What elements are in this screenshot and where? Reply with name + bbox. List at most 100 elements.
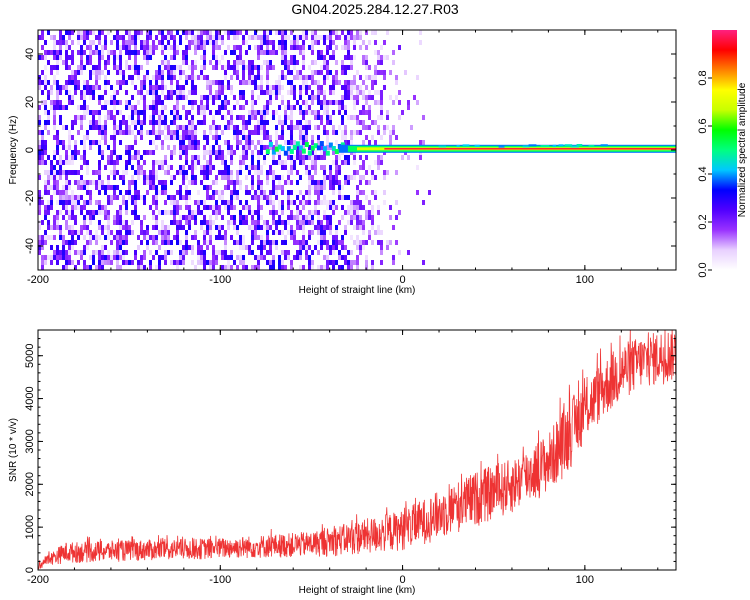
snr-x-axis-label: Height of straight line (km) [299,585,416,596]
heatmap-cell [305,155,308,160]
heatmap-cell [212,250,215,255]
heatmap-cell [212,205,215,210]
heatmap-cell [308,185,311,190]
heatmap-cell [92,95,95,100]
heatmap-cell [170,80,173,85]
heatmap-cell [383,55,386,60]
heatmap-cell [257,95,260,100]
heatmap-cell [206,135,209,140]
heatmap-cell [350,90,353,95]
heatmap-cell [239,90,242,95]
heatmap-cell [302,195,305,200]
heatmap-cell [38,210,41,215]
heatmap-cell [203,95,206,100]
heatmap-cell [116,195,119,200]
ridge-blob [271,149,276,155]
heatmap-cell [317,40,320,45]
heatmap-cell [293,230,296,235]
heatmap-cell [341,265,344,270]
heatmap-cell [104,140,107,145]
heatmap-cell [74,240,77,245]
heatmap-cell [86,200,89,205]
heatmap-cell [128,105,131,110]
heatmap-cell [134,215,137,220]
heatmap-cell [299,95,302,100]
heatmap-cell [68,100,71,105]
heatmap-cell [218,195,221,200]
heatmap-cell [218,125,221,130]
heatmap-cell [365,45,368,50]
heatmap-cell [170,250,173,255]
heatmap-cell [251,160,254,165]
heatmap-cell [215,130,218,135]
heatmap-cell [122,200,125,205]
heatmap-cell [212,135,215,140]
heatmap-cell [296,35,299,40]
heatmap-cell [203,235,206,240]
heatmap-cell [215,95,218,100]
heatmap-cell [122,70,125,75]
heatmap-cell [182,175,185,180]
heatmap-cell [368,95,371,100]
y-tick-label: 3000 [24,429,36,453]
heatmap-cell [149,235,152,240]
heatmap-cell [290,130,293,135]
heatmap-cell [107,30,110,35]
heatmap-cell [68,225,71,230]
heatmap-cell [179,90,182,95]
heatmap-cell [188,140,191,145]
heatmap-cell [137,215,140,220]
heatmap-cell [68,250,71,255]
heatmap-cell [221,215,224,220]
heatmap-cell [338,265,341,270]
heatmap-cell [272,180,275,185]
heatmap-cell [278,85,281,90]
heatmap-cell [104,120,107,125]
heatmap-cell [281,175,284,180]
heatmap-cell [290,110,293,115]
heatmap-cell [278,75,281,80]
heatmap-cell [230,125,233,130]
heatmap-cell [143,200,146,205]
heatmap-cell [272,115,275,120]
heatmap-cell [155,205,158,210]
heatmap-cell [191,30,194,35]
heatmap-cell [227,110,230,115]
heatmap-cell [164,45,167,50]
heatmap-cell [119,265,122,270]
heatmap-cell [428,190,431,195]
heatmap-cell [320,90,323,95]
heatmap-cell [269,40,272,45]
heatmap-cell [143,195,146,200]
heatmap-cell [329,85,332,90]
heatmap-cell [116,90,119,95]
ridge-blob [322,146,327,152]
heatmap-cell [284,65,287,70]
heatmap-cell [59,100,62,105]
heatmap-cell [365,100,368,105]
heatmap-cell [230,155,233,160]
heatmap-cell [56,250,59,255]
heatmap-cell [161,235,164,240]
heatmap-cell [86,135,89,140]
heatmap-cell [203,175,206,180]
heatmap-cell [176,225,179,230]
heatmap-cell [122,120,125,125]
heatmap-cell [302,50,305,55]
heatmap-cell [242,105,245,110]
heatmap-cell [320,115,323,120]
heatmap-cell [194,130,197,135]
heatmap-cell [245,140,248,145]
heatmap-cell [215,205,218,210]
heatmap-cell [161,225,164,230]
heatmap-cell [284,115,287,120]
heatmap-cell [311,215,314,220]
heatmap-cell [239,155,242,160]
heatmap-cell [296,75,299,80]
heatmap-cell [284,110,287,115]
heatmap-cell [53,235,56,240]
heatmap-cell [245,185,248,190]
heatmap-cell [233,185,236,190]
heatmap-cell [164,260,167,265]
ridge-blob [328,142,333,148]
